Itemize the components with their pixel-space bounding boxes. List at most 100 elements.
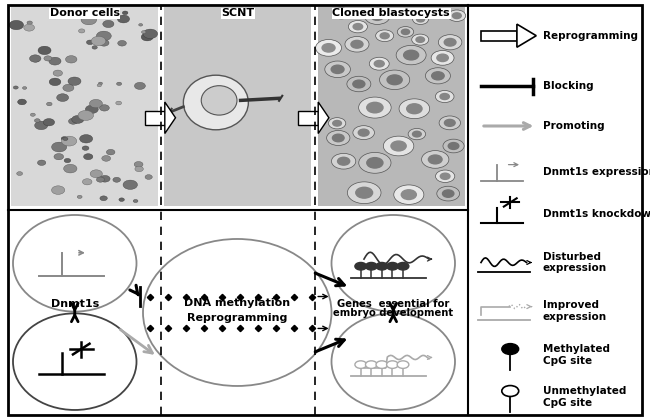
Circle shape	[367, 158, 383, 168]
Circle shape	[413, 14, 428, 24]
Ellipse shape	[143, 239, 332, 386]
Text: Reprogramming: Reprogramming	[543, 31, 638, 41]
Bar	[318, 7, 465, 206]
Circle shape	[64, 158, 71, 163]
Polygon shape	[165, 102, 176, 134]
Circle shape	[99, 176, 110, 182]
Circle shape	[443, 190, 454, 197]
Bar	[11, 7, 158, 206]
Circle shape	[376, 361, 387, 368]
Circle shape	[436, 90, 454, 102]
Circle shape	[63, 84, 74, 92]
Circle shape	[448, 10, 465, 21]
Ellipse shape	[332, 215, 455, 312]
Circle shape	[57, 94, 69, 102]
Circle shape	[100, 196, 107, 201]
Circle shape	[365, 262, 377, 270]
Circle shape	[376, 262, 387, 270]
Circle shape	[436, 170, 455, 182]
Circle shape	[27, 21, 32, 24]
Circle shape	[502, 344, 519, 354]
Circle shape	[80, 134, 93, 143]
Circle shape	[116, 101, 122, 105]
Circle shape	[81, 15, 97, 25]
Circle shape	[92, 46, 98, 49]
Circle shape	[54, 154, 64, 160]
Circle shape	[332, 65, 344, 73]
Circle shape	[96, 177, 105, 182]
Circle shape	[68, 118, 78, 124]
Circle shape	[68, 77, 81, 85]
Circle shape	[113, 177, 120, 182]
Circle shape	[448, 142, 459, 150]
Circle shape	[72, 116, 84, 123]
Polygon shape	[318, 102, 329, 134]
Circle shape	[371, 12, 384, 20]
Text: Disturbed
expression: Disturbed expression	[543, 252, 607, 273]
Circle shape	[24, 24, 34, 31]
Circle shape	[413, 131, 421, 137]
Circle shape	[407, 104, 422, 114]
Circle shape	[99, 105, 109, 111]
Circle shape	[396, 45, 426, 65]
Circle shape	[9, 21, 23, 30]
Circle shape	[326, 131, 350, 145]
Bar	[145, 111, 165, 125]
Circle shape	[348, 21, 367, 33]
Circle shape	[316, 39, 341, 56]
Ellipse shape	[13, 313, 136, 410]
Circle shape	[347, 76, 371, 92]
Circle shape	[49, 78, 61, 86]
Circle shape	[328, 118, 346, 129]
Text: DNA methylation: DNA methylation	[184, 298, 291, 308]
Circle shape	[103, 20, 114, 28]
Circle shape	[62, 136, 77, 146]
Circle shape	[333, 8, 350, 19]
Circle shape	[142, 31, 146, 34]
Circle shape	[64, 164, 77, 173]
Circle shape	[374, 60, 384, 67]
Circle shape	[432, 72, 444, 80]
Text: Promoting: Promoting	[543, 121, 604, 131]
Circle shape	[116, 82, 122, 85]
Text: embryo development: embryo development	[333, 308, 453, 318]
Circle shape	[391, 141, 406, 151]
Text: Dnmt1s knockdown: Dnmt1s knockdown	[543, 209, 650, 219]
Circle shape	[347, 182, 381, 204]
Text: Dnmt1s expression: Dnmt1s expression	[543, 167, 650, 177]
Circle shape	[380, 70, 410, 89]
Circle shape	[133, 200, 138, 202]
Circle shape	[358, 129, 369, 136]
Circle shape	[416, 37, 424, 42]
Circle shape	[365, 8, 390, 24]
Circle shape	[408, 129, 426, 140]
Polygon shape	[517, 24, 536, 47]
Circle shape	[53, 70, 62, 76]
Circle shape	[118, 15, 129, 23]
Circle shape	[145, 175, 152, 179]
Circle shape	[66, 55, 77, 63]
Bar	[164, 7, 311, 206]
Circle shape	[49, 57, 61, 65]
Circle shape	[452, 13, 462, 18]
Circle shape	[122, 11, 128, 15]
Text: Unmethylated
CpG site: Unmethylated CpG site	[543, 386, 626, 408]
Circle shape	[417, 17, 424, 22]
Circle shape	[325, 61, 350, 78]
Circle shape	[63, 9, 71, 14]
Circle shape	[397, 262, 409, 270]
Circle shape	[422, 151, 449, 168]
Text: Cloned blastocysts: Cloned blastocysts	[333, 8, 450, 18]
Circle shape	[353, 80, 365, 88]
Bar	[298, 111, 318, 125]
Circle shape	[322, 44, 335, 52]
Circle shape	[29, 55, 41, 62]
Circle shape	[387, 75, 402, 85]
Circle shape	[369, 57, 389, 70]
Circle shape	[376, 30, 394, 42]
Circle shape	[387, 361, 398, 368]
Circle shape	[332, 153, 356, 169]
Circle shape	[333, 121, 341, 126]
Circle shape	[63, 137, 68, 141]
Circle shape	[397, 361, 409, 368]
